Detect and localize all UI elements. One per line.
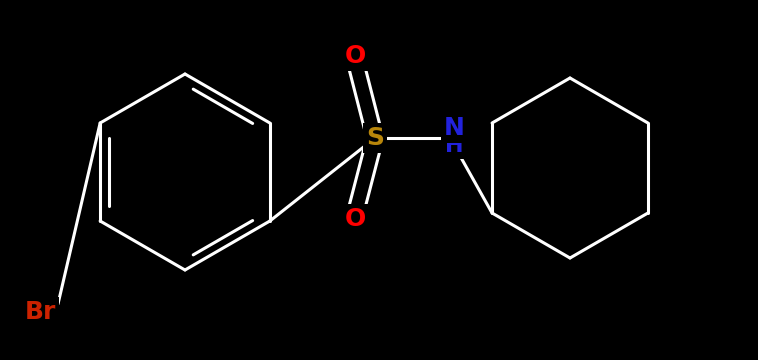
Text: Br: Br: [24, 300, 55, 324]
Text: S: S: [366, 126, 384, 150]
Text: O: O: [344, 44, 365, 68]
Text: H: H: [445, 136, 463, 156]
Text: O: O: [344, 207, 365, 231]
Text: N: N: [443, 116, 465, 140]
